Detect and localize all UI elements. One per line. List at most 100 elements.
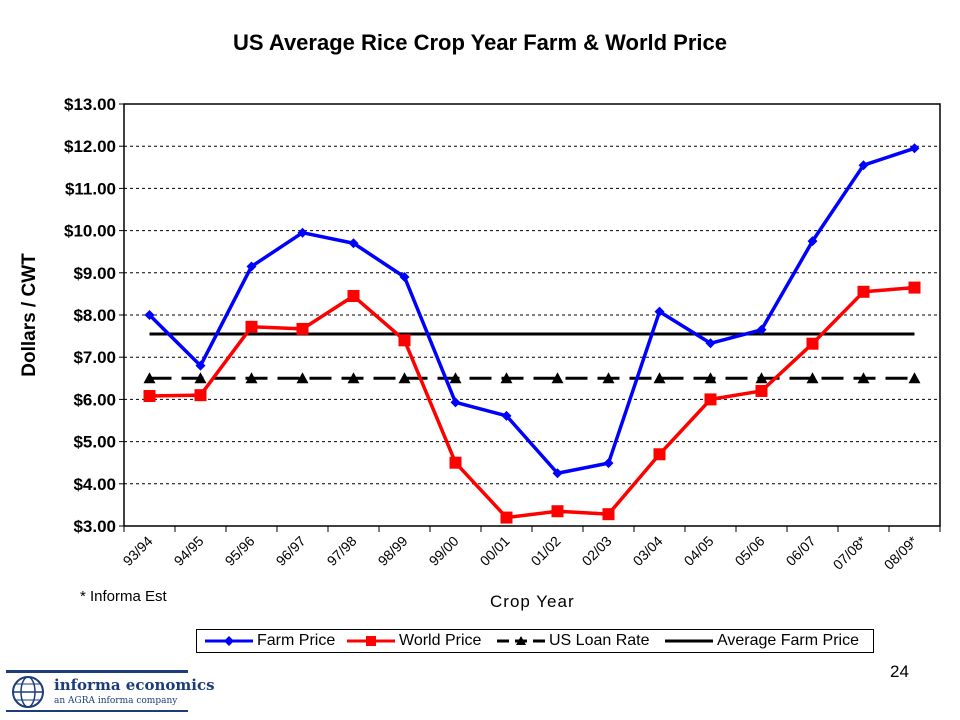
marker-farm-price bbox=[195, 360, 206, 371]
marker-us-loan-rate bbox=[602, 372, 615, 384]
logo-tagline: an AGRA informa company bbox=[54, 696, 178, 706]
marker-farm-price bbox=[705, 338, 716, 349]
x-tick-label: 07/08* bbox=[830, 532, 870, 572]
marker-world-price bbox=[755, 384, 768, 397]
marker-us-loan-rate bbox=[653, 372, 666, 384]
x-tick-label: 93/94 bbox=[120, 533, 156, 569]
x-tick-label: 95/96 bbox=[222, 533, 258, 569]
marker-world-price bbox=[296, 322, 309, 335]
marker-farm-price bbox=[552, 468, 563, 479]
marker-farm-price bbox=[756, 324, 767, 335]
marker-us-loan-rate bbox=[857, 372, 870, 384]
marker-world-price bbox=[653, 448, 666, 461]
globe-icon bbox=[6, 670, 50, 708]
marker-world-price bbox=[245, 320, 258, 333]
y-tick-label: $9.00 bbox=[73, 264, 116, 283]
y-tick-label: $11.00 bbox=[65, 179, 116, 198]
marker-world-price bbox=[449, 456, 462, 469]
marker-farm-price bbox=[909, 143, 920, 154]
x-tick-label: 04/05 bbox=[681, 533, 717, 569]
x-axis-label: Crop Year bbox=[490, 592, 575, 611]
y-tick-label: $12.00 bbox=[64, 137, 116, 156]
marker-us-loan-rate bbox=[296, 372, 309, 384]
x-tick-label: 02/03 bbox=[579, 533, 615, 569]
y-tick-label: $3.00 bbox=[73, 517, 116, 536]
marker-us-loan-rate bbox=[908, 372, 921, 384]
y-axis-ticks: $3.00 $4.00 $5.00 $6.00 $7.00 $8.00 $9.00 $10.0… bbox=[64, 95, 124, 536]
logo-bottom-rule bbox=[6, 710, 188, 712]
legend-label-average-farm-price: Average Farm Price bbox=[717, 632, 859, 649]
series-line-world-price bbox=[149, 285, 915, 520]
logo-name: informa economics bbox=[54, 676, 215, 694]
x-tick-label: 01/02 bbox=[528, 533, 564, 569]
marker-farm-price bbox=[297, 227, 308, 238]
marker-farm-price bbox=[399, 272, 410, 283]
x-tick-label: 00/01 bbox=[477, 533, 513, 569]
marker-us-loan-rate bbox=[755, 372, 768, 384]
x-tick-label: 03/04 bbox=[630, 533, 666, 569]
y-tick-label: $5.00 bbox=[73, 433, 116, 452]
gridlines bbox=[124, 145, 940, 485]
marker-us-loan-rate bbox=[806, 372, 819, 384]
x-tick-label: 05/06 bbox=[732, 533, 768, 569]
x-tick-label: 06/07 bbox=[783, 533, 819, 569]
marker-world-price bbox=[704, 393, 717, 406]
y-tick-label: $4.00 bbox=[73, 475, 116, 494]
marker-world-price bbox=[806, 337, 819, 350]
logo-top-rule bbox=[6, 670, 188, 673]
marker-world-price bbox=[908, 281, 921, 294]
legend-symbol-world-price bbox=[347, 636, 395, 646]
x-tick-label: 08/09* bbox=[881, 532, 921, 572]
marker-us-loan-rate bbox=[500, 372, 513, 384]
legend-symbol-us-loan-rate bbox=[497, 636, 545, 645]
x-axis-ticks: 93/94 94/95 95/96 96/97 97/98 98/99 99/00 00/01… bbox=[120, 526, 941, 573]
marker-farm-price bbox=[654, 306, 665, 317]
marker-world-price bbox=[551, 505, 564, 518]
footnote: * Informa Est bbox=[80, 588, 167, 605]
legend-label-farm-price: Farm Price bbox=[257, 632, 336, 649]
marker-farm-price bbox=[807, 236, 818, 247]
y-tick-label: $8.00 bbox=[73, 306, 116, 325]
legend-symbol-average-farm-price bbox=[665, 639, 713, 643]
chart-title: US Average Rice Crop Year Farm & World P… bbox=[233, 30, 727, 55]
x-tick-label: 97/98 bbox=[324, 533, 360, 569]
marker-farm-price bbox=[246, 261, 257, 272]
marker-farm-price bbox=[858, 160, 869, 171]
x-tick-label: 98/99 bbox=[375, 533, 411, 569]
marker-world-price bbox=[398, 334, 411, 347]
y-tick-label: $7.00 bbox=[73, 348, 116, 367]
marker-world-price bbox=[143, 390, 156, 403]
marker-world-price bbox=[857, 285, 870, 298]
y-tick-label: $10.00 bbox=[64, 222, 116, 241]
marker-us-loan-rate bbox=[398, 372, 411, 384]
marker-farm-price bbox=[501, 410, 512, 421]
marker-us-loan-rate bbox=[194, 372, 207, 384]
marker-us-loan-rate bbox=[347, 372, 360, 384]
x-tick-label: 99/00 bbox=[426, 533, 462, 569]
plot-area-border bbox=[123, 103, 941, 527]
marker-world-price bbox=[194, 389, 207, 402]
marker-farm-price bbox=[603, 458, 614, 469]
marker-farm-price bbox=[348, 238, 359, 249]
legend: Farm Price World Price US Loan Rate Aver… bbox=[196, 629, 874, 653]
marker-us-loan-rate bbox=[449, 372, 462, 384]
marker-world-price bbox=[347, 290, 360, 303]
marker-world-price bbox=[500, 511, 513, 524]
series-lines bbox=[143, 143, 921, 524]
marker-us-loan-rate bbox=[143, 372, 156, 384]
marker-us-loan-rate bbox=[704, 372, 717, 384]
marker-us-loan-rate bbox=[245, 372, 258, 384]
x-tick-label: 94/95 bbox=[171, 533, 207, 569]
marker-farm-price bbox=[144, 310, 155, 320]
legend-label-us-loan-rate: US Loan Rate bbox=[549, 632, 650, 649]
x-tick-label: 96/97 bbox=[273, 533, 309, 569]
series-line-farm-price bbox=[148, 146, 916, 475]
marker-world-price bbox=[602, 508, 615, 521]
page-number: 24 bbox=[890, 662, 909, 681]
informa-economics-logo: informa economics an AGRA informa compan… bbox=[6, 670, 215, 712]
marker-farm-price bbox=[450, 397, 461, 408]
y-tick-label: $6.00 bbox=[73, 390, 116, 409]
legend-symbol-farm-price bbox=[205, 636, 253, 646]
y-tick-label: $13.00 bbox=[64, 95, 116, 114]
